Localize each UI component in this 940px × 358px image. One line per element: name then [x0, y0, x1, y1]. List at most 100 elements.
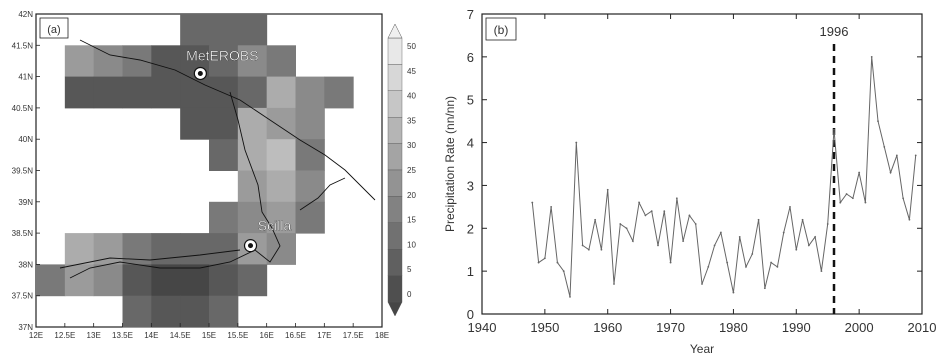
- map-cell: [324, 76, 354, 109]
- series-point: [562, 270, 565, 273]
- colorbar-tick-label: 20: [407, 191, 416, 200]
- line-y-tick-label: 4: [467, 136, 474, 151]
- panel-b-label: (b): [494, 23, 509, 37]
- line-y-tick-label: 7: [467, 7, 474, 22]
- map-x-tick-label: 15E: [202, 331, 216, 340]
- series-point: [858, 171, 861, 174]
- panel-a-label: (a): [47, 24, 60, 36]
- line-x-tick-label: 1940: [468, 320, 497, 335]
- series-point: [543, 257, 546, 260]
- map-x-tick-label: 12E: [29, 331, 43, 340]
- map-cell: [122, 76, 152, 109]
- map-x-tick-label: 16.5E: [285, 331, 306, 340]
- series-point: [776, 265, 779, 268]
- map-x-tick-label: 17E: [317, 331, 331, 340]
- series-point: [833, 128, 835, 131]
- map-cell: [237, 170, 268, 203]
- map-cell: [209, 233, 239, 265]
- map-cell: [295, 139, 325, 171]
- colorbar-tick-label: 15: [407, 216, 416, 225]
- series-point: [707, 265, 710, 268]
- map-cell: [266, 139, 296, 171]
- map-x-tick-label: 13E: [87, 331, 101, 340]
- series-point: [807, 244, 810, 247]
- line-x-tick-label: 1970: [656, 320, 685, 335]
- map-panel: 12E 12.5E 13E 13.5E 14E 14.5E 15E 15.5E 16E 16.5E…: [12, 10, 389, 340]
- series-point: [820, 270, 823, 273]
- line-y-tick-label: 0: [467, 307, 474, 322]
- line-x-ticks: 1940 1950 1960 1970 1980 1990 2000 2010: [468, 14, 936, 335]
- series-point: [814, 235, 817, 238]
- map-y-tick-label: 38N: [18, 260, 33, 269]
- map-cell: [209, 201, 239, 234]
- map-y-tick-label: 41.5N: [12, 41, 34, 50]
- series-point: [789, 205, 791, 208]
- station-marker-inner: [197, 70, 203, 76]
- colorbar-segment: [387, 248, 403, 276]
- line-y-tick-label: 6: [467, 50, 474, 65]
- series-point: [795, 248, 798, 251]
- colorbar-bottom-arrow: [387, 301, 403, 317]
- colorbar-segment: [387, 275, 403, 303]
- series-point: [701, 283, 703, 285]
- map-cell: [209, 264, 239, 297]
- map-cell: [64, 45, 95, 78]
- series-point: [770, 261, 773, 264]
- colorbar-segment: [387, 143, 403, 171]
- map-cell: [151, 295, 181, 328]
- station-marker-inner: [248, 243, 254, 249]
- map-cell: [295, 76, 325, 109]
- map-cell: [122, 264, 152, 297]
- series-point: [531, 201, 534, 204]
- map-y-tick-label: 41N: [18, 73, 33, 82]
- map-x-tick-label: 15.5E: [227, 331, 248, 340]
- map-cell: [266, 201, 296, 234]
- map-cell: [237, 45, 268, 78]
- map-y-ticks: 42N 41.5N 41N 40.5N 40N 39.5N 39N 38.5N 38N 37.5N…: [12, 10, 40, 332]
- series-point: [763, 287, 766, 290]
- colorbar-top-arrow: [387, 23, 403, 39]
- colorbar-tick-label: 10: [407, 240, 416, 249]
- map-y-tick-label: 37.5N: [12, 292, 34, 301]
- map-cell: [122, 45, 152, 78]
- map-x-tick-label: 14.5E: [170, 331, 191, 340]
- series-point: [569, 295, 571, 298]
- series-point: [914, 154, 917, 157]
- colorbar-tick-label: 45: [407, 67, 416, 76]
- series-point: [895, 154, 898, 157]
- map-cell: [295, 107, 325, 140]
- map-stations: MetEROBS Scilla: [186, 47, 292, 253]
- series-point: [845, 193, 848, 195]
- line-y-tick-label: 1: [467, 264, 474, 279]
- plot-frame: [481, 13, 923, 315]
- series-point: [594, 218, 597, 221]
- map-cell: [180, 76, 210, 109]
- map-cell: [36, 264, 66, 297]
- series-point: [883, 145, 886, 148]
- map-cell: [151, 264, 181, 297]
- map-y-tick-label: 40N: [18, 135, 33, 144]
- series-point: [870, 55, 873, 58]
- map-cell: [237, 264, 268, 297]
- series-point: [902, 197, 905, 200]
- map-cell: [122, 295, 152, 328]
- series-point: [550, 205, 553, 208]
- panel-b-label-box: [485, 17, 517, 41]
- map-y-tick-label: 38.5N: [12, 229, 34, 238]
- map-cell: [237, 201, 268, 234]
- colorbar-segment: [387, 90, 403, 118]
- map-cell: [64, 233, 95, 265]
- series-point: [745, 265, 747, 268]
- y-axis-label: Precipitation Rate (nn/nn): [443, 96, 457, 232]
- map-cell: [266, 45, 296, 78]
- map-cell: [209, 14, 239, 46]
- map-x-tick-label: 16E: [260, 331, 274, 340]
- line-y-ticks: 0 1 2 3 4 5 6 7: [467, 7, 922, 322]
- map-cell: [151, 45, 181, 78]
- colorbar-segment: [387, 169, 403, 197]
- series-point: [644, 214, 647, 217]
- map-y-tick-label: 37N: [18, 323, 33, 332]
- map-cell: [209, 107, 239, 140]
- colorbar-tick-label: 50: [407, 42, 416, 51]
